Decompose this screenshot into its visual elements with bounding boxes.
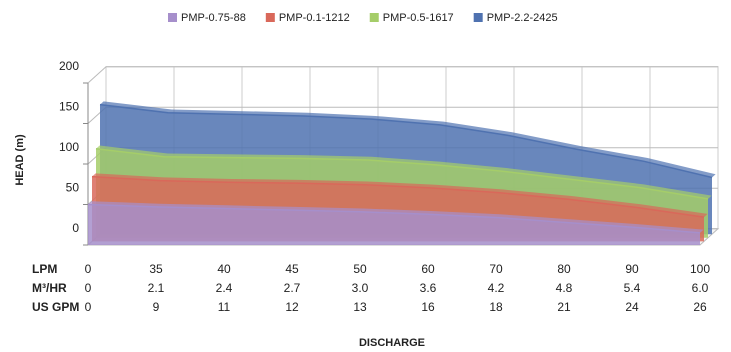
x-tick-label: 6.0 (692, 281, 709, 295)
side-grid-line (87, 66, 107, 84)
x-tick-label: 0 (85, 262, 92, 276)
x-tick-label: 11 (218, 300, 231, 314)
area-edge (95, 147, 709, 200)
x-tick-label: 26 (693, 300, 707, 314)
legend-swatch (168, 13, 177, 22)
x-axis-label: DISCHARGE (359, 337, 425, 349)
x-tick-label: 12 (285, 300, 299, 314)
area-edge (99, 103, 713, 179)
y-axis-label: HEAD (m) (14, 134, 26, 186)
y-tick-label: 200 (59, 59, 79, 73)
y-tick-label: 0 (72, 221, 79, 235)
x-tick-label: 4.2 (488, 281, 505, 295)
y-tick-label: 50 (66, 180, 80, 194)
legend-swatch (473, 13, 483, 22)
area-top (92, 173, 708, 218)
x-tick-label: 60 (421, 262, 435, 276)
x-tick-label: 2.7 (284, 281, 301, 295)
legend-swatch (369, 13, 379, 22)
x-tick-label: 21 (557, 300, 571, 314)
row-label: US GPM (32, 300, 79, 314)
x-tick-label: 5.4 (624, 281, 641, 295)
x-tick-label: 3.6 (420, 281, 437, 295)
x-tick-label: 80 (557, 262, 571, 276)
x-tick-label: 35 (149, 262, 163, 276)
legend-label: PMP-2.2-2425 (487, 12, 558, 24)
area-edge (87, 203, 701, 234)
x-tick-label: 50 (353, 262, 367, 276)
y-tick-label: 150 (59, 99, 79, 113)
legend-label: PMP-0.75-88 (181, 12, 246, 24)
x-tick-label: 24 (625, 300, 639, 314)
x-tick-label: 40 (217, 262, 231, 276)
x-tick-label: 18 (489, 300, 503, 314)
legend-label: PMP-0.1-1212 (279, 12, 350, 24)
area-top (88, 201, 704, 233)
x-tick-label: 70 (489, 262, 503, 276)
x-tick-label: 2.4 (216, 281, 233, 295)
legend-swatch (265, 13, 275, 22)
x-tick-label: 16 (421, 300, 435, 314)
x-tick-label: 4.8 (556, 281, 573, 295)
x-tick-label: 45 (285, 262, 299, 276)
area-top (100, 101, 716, 178)
x-tick-label: 9 (153, 300, 160, 314)
x-tick-label: 0 (85, 300, 92, 314)
area-edge (91, 175, 705, 218)
row-label: M³/HR (32, 281, 67, 295)
x-tick-label: 3.0 (352, 281, 369, 295)
legend-label: PMP-0.5-1617 (383, 12, 454, 24)
y-tick-label: 100 (59, 140, 79, 154)
x-tick-label: 90 (625, 262, 639, 276)
x-tick-label: 100 (690, 262, 710, 276)
x-tick-label: 0 (85, 281, 92, 295)
area (88, 204, 700, 245)
x-tick-label: 2.1 (148, 281, 165, 295)
x-tick-label: 13 (353, 300, 367, 314)
row-label: LPM (32, 262, 57, 276)
